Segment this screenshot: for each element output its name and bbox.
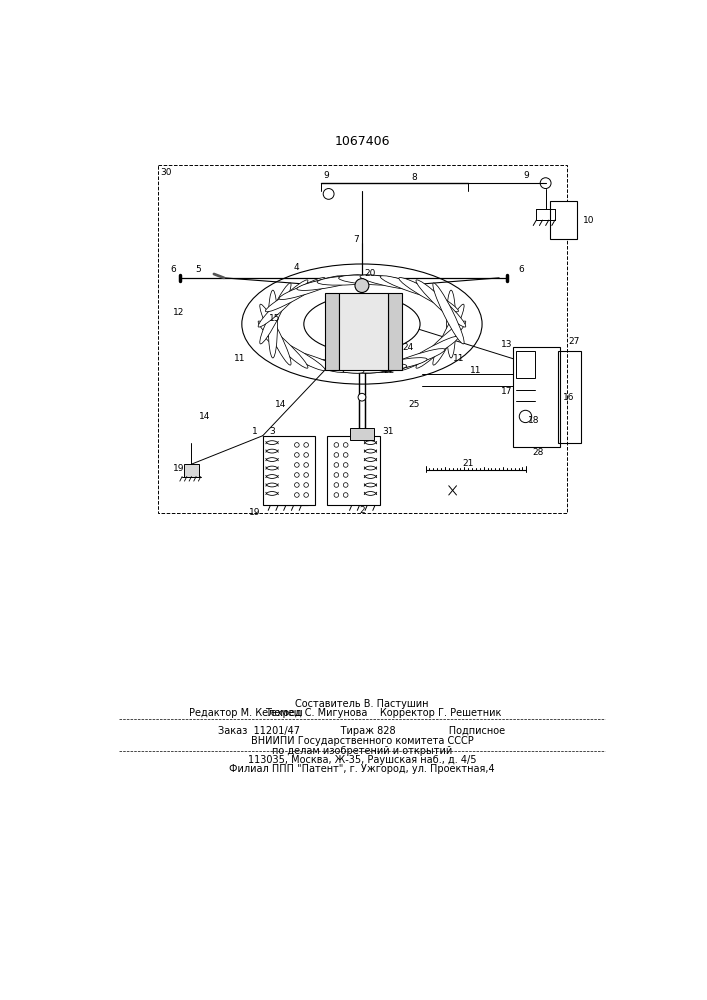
- Text: 20: 20: [364, 269, 375, 278]
- Ellipse shape: [259, 304, 291, 365]
- Ellipse shape: [317, 275, 385, 285]
- Text: 4: 4: [293, 263, 299, 272]
- Text: 6: 6: [518, 265, 524, 274]
- Text: 2: 2: [359, 506, 365, 515]
- Text: 113035, Москва, Ж-35, Раушская наб., д. 4/5: 113035, Москва, Ж-35, Раушская наб., д. …: [247, 755, 477, 765]
- Ellipse shape: [265, 278, 325, 312]
- Text: 11: 11: [453, 354, 464, 363]
- Polygon shape: [339, 293, 388, 370]
- Text: 13: 13: [501, 340, 513, 349]
- Ellipse shape: [360, 358, 427, 373]
- Text: 14: 14: [275, 400, 286, 409]
- Text: 18: 18: [528, 416, 539, 425]
- Ellipse shape: [380, 276, 445, 299]
- Text: 15: 15: [269, 314, 280, 323]
- Ellipse shape: [317, 363, 385, 373]
- Text: 10: 10: [583, 216, 594, 225]
- Ellipse shape: [258, 321, 308, 368]
- Text: 7: 7: [353, 235, 358, 244]
- Polygon shape: [388, 293, 402, 370]
- Circle shape: [355, 279, 369, 292]
- Text: 28: 28: [532, 448, 544, 457]
- Text: 6: 6: [171, 265, 177, 274]
- Ellipse shape: [399, 278, 458, 312]
- Text: 17: 17: [501, 387, 513, 396]
- Text: 30: 30: [160, 168, 172, 177]
- Text: 24: 24: [402, 343, 414, 352]
- Polygon shape: [325, 293, 339, 370]
- Text: Заказ  11201/47             Тираж 828                 Подписное: Заказ 11201/47 Тираж 828 Подписное: [218, 726, 506, 736]
- Text: Филиал ППП "Патент", г. Ужгород, ул. Проектная,4: Филиал ППП "Патент", г. Ужгород, ул. Про…: [229, 764, 495, 774]
- Text: 19: 19: [250, 508, 261, 517]
- Ellipse shape: [268, 290, 277, 358]
- Polygon shape: [184, 464, 199, 477]
- Ellipse shape: [416, 321, 466, 368]
- Ellipse shape: [433, 304, 464, 365]
- Text: 9: 9: [523, 171, 529, 180]
- Ellipse shape: [416, 280, 466, 327]
- Ellipse shape: [360, 275, 427, 290]
- Text: 21: 21: [462, 459, 474, 468]
- Text: 11: 11: [234, 354, 245, 363]
- Text: по делам изобретений и открытий: по делам изобретений и открытий: [271, 746, 452, 756]
- Text: 12: 12: [173, 308, 185, 317]
- Ellipse shape: [446, 290, 456, 358]
- Text: 23: 23: [400, 330, 411, 339]
- Text: 9: 9: [323, 171, 329, 180]
- Text: 14: 14: [199, 412, 210, 421]
- Text: ВНИИПИ Государственного комитета СССР: ВНИИПИ Государственного комитета СССР: [250, 736, 473, 746]
- Text: 1067406: 1067406: [334, 135, 390, 148]
- Text: 29: 29: [402, 318, 414, 327]
- Text: 8: 8: [411, 173, 416, 182]
- Ellipse shape: [259, 283, 291, 344]
- Polygon shape: [351, 428, 373, 440]
- Text: 27: 27: [568, 337, 580, 346]
- Ellipse shape: [433, 283, 464, 344]
- Ellipse shape: [279, 349, 344, 372]
- FancyBboxPatch shape: [550, 201, 578, 239]
- Ellipse shape: [339, 363, 407, 373]
- Ellipse shape: [304, 296, 420, 353]
- Ellipse shape: [258, 280, 308, 327]
- Text: 19: 19: [173, 464, 184, 473]
- Circle shape: [358, 393, 366, 401]
- Text: Редактор М. Келемеш: Редактор М. Келемеш: [189, 708, 303, 718]
- Text: 11: 11: [470, 366, 481, 375]
- Text: 3: 3: [269, 427, 275, 436]
- Text: 26: 26: [400, 308, 411, 317]
- Ellipse shape: [380, 349, 445, 372]
- Text: 25: 25: [408, 400, 419, 409]
- Text: 1: 1: [252, 427, 258, 436]
- Text: 22: 22: [383, 366, 395, 375]
- Ellipse shape: [279, 276, 344, 299]
- Text: 16: 16: [563, 393, 575, 402]
- Ellipse shape: [265, 336, 325, 371]
- Text: Техред С. Мигунова    Корректор Г. Решетник: Техред С. Мигунова Корректор Г. Решетник: [264, 708, 501, 718]
- Text: 5: 5: [196, 265, 201, 274]
- Polygon shape: [263, 436, 315, 505]
- Polygon shape: [327, 436, 380, 505]
- Text: 31: 31: [382, 427, 394, 436]
- Ellipse shape: [399, 336, 458, 371]
- Ellipse shape: [339, 275, 407, 285]
- Ellipse shape: [297, 275, 364, 290]
- Text: Составитель В. Пастушин: Составитель В. Пастушин: [296, 699, 428, 709]
- Ellipse shape: [297, 358, 364, 373]
